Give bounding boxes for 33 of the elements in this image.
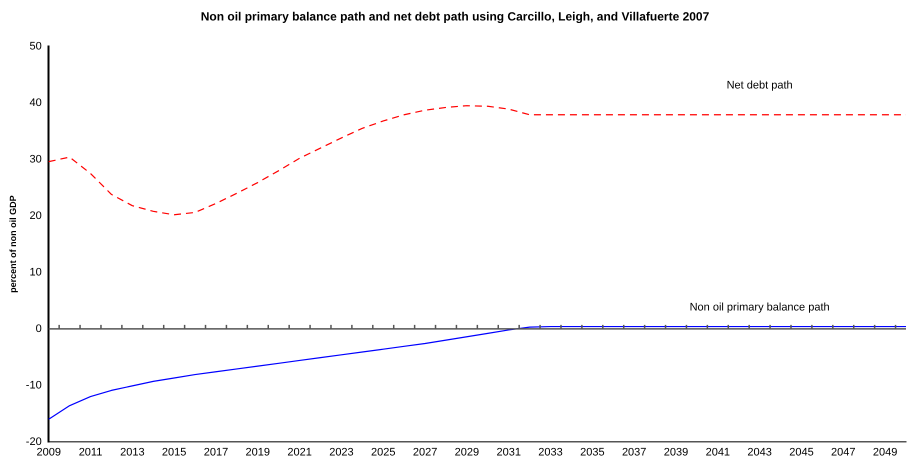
x-tick-label: 2049 bbox=[872, 446, 898, 458]
x-tick-label: 2023 bbox=[329, 446, 354, 458]
x-tick-label: 2021 bbox=[287, 446, 312, 458]
x-tick-label: 2031 bbox=[496, 446, 521, 458]
chart-title: Non oil primary balance path and net debt path using Carcillo, Leigh, and Villafuerte 2007 bbox=[200, 10, 710, 24]
x-tick-label: 2009 bbox=[36, 446, 61, 458]
y-tick-label: 10 bbox=[29, 266, 42, 278]
x-tick-label: 2045 bbox=[789, 446, 814, 458]
x-tick-label: 2047 bbox=[831, 446, 856, 458]
y-tick-label: 20 bbox=[29, 210, 42, 222]
x-tick-label: 2027 bbox=[412, 446, 438, 458]
x-tick-label: 2015 bbox=[162, 446, 186, 458]
x-tick-label: 2033 bbox=[538, 446, 563, 458]
x-tick-label: 2019 bbox=[246, 446, 270, 458]
x-tick-label: 2041 bbox=[706, 446, 730, 458]
x-tick-label: 2017 bbox=[204, 446, 228, 458]
x-tick-label: 2037 bbox=[622, 446, 646, 458]
x-tick-label: 2025 bbox=[371, 446, 396, 458]
series-label: Non oil primary balance path bbox=[690, 302, 830, 314]
x-tick-label: 2035 bbox=[580, 446, 605, 458]
text: Net debt path bbox=[726, 80, 793, 92]
y-tick-label: 50 bbox=[29, 40, 42, 52]
y-axis-title: percent of non oil GDP bbox=[8, 195, 18, 293]
x-tick-label: 2013 bbox=[120, 446, 145, 458]
y-tick-label: -10 bbox=[26, 379, 42, 392]
x-tick-label: 2029 bbox=[454, 446, 480, 458]
x-tick-label: 2043 bbox=[747, 446, 772, 458]
x-tick-label: 2039 bbox=[664, 446, 688, 458]
y-tick-label: 40 bbox=[29, 96, 42, 109]
y-tick-label: 30 bbox=[29, 153, 42, 166]
y-tick-label: -20 bbox=[26, 436, 42, 448]
x-tick-label: 2011 bbox=[78, 446, 102, 458]
y-tick-label: 0 bbox=[36, 322, 42, 335]
